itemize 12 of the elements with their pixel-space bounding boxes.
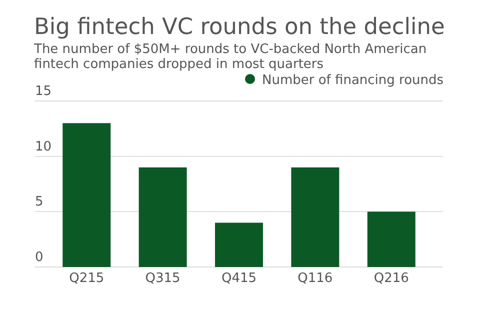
chart-subtitle: The number of $50M+ rounds to VC-backed North American fintech companies dropped in most quarters [33, 42, 427, 72]
x-tick-label: Q415 [221, 271, 257, 286]
x-tick-label: Q215 [69, 271, 104, 286]
y-tick-label: 15 [35, 84, 52, 99]
legend-label: Number of financing rounds [262, 73, 444, 88]
y-tick-label: 10 [35, 139, 52, 154]
chart-title: Big fintech VC rounds on the decline [34, 14, 445, 40]
x-tick-label: Q315 [145, 271, 180, 286]
x-tick-label: Q116 [298, 271, 333, 286]
y-tick-label: 5 [35, 194, 44, 210]
x-tick-label: Q216 [374, 271, 409, 286]
y-tick-label: 0 [35, 250, 44, 265]
